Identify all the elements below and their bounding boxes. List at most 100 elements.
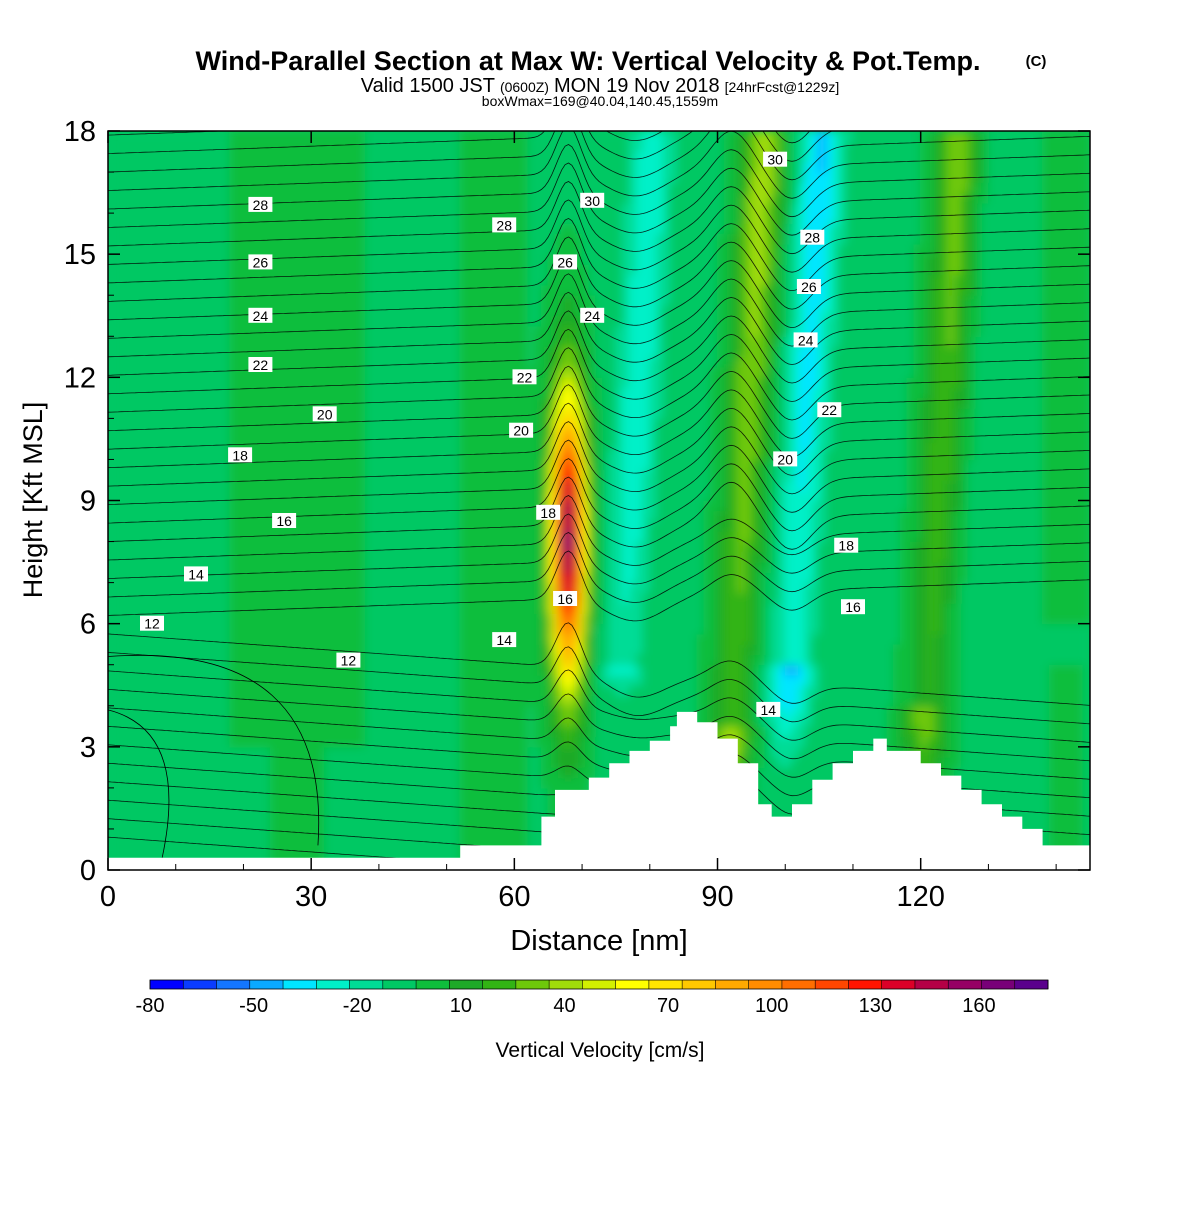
velocity-cell <box>479 192 488 204</box>
velocity-cell <box>432 715 441 727</box>
velocity-cell <box>134 335 143 348</box>
velocity-cell <box>121 746 129 758</box>
velocity-cell <box>534 151 542 163</box>
velocity-cell <box>229 664 238 676</box>
velocity-cell <box>283 151 292 163</box>
velocity-cell <box>215 253 224 265</box>
velocity-cell <box>412 551 421 563</box>
velocity-cell <box>215 653 224 666</box>
velocity-cell <box>168 222 177 235</box>
velocity-cell <box>134 828 143 840</box>
velocity-cell <box>425 705 434 717</box>
velocity-cell <box>108 479 116 491</box>
velocity-cell <box>534 438 542 450</box>
velocity-cell <box>181 592 190 604</box>
velocity-cell <box>215 530 224 543</box>
velocity-cell <box>276 428 285 440</box>
velocity-cell <box>222 294 231 306</box>
velocity-cell <box>222 192 231 204</box>
velocity-cell <box>378 202 387 214</box>
velocity-cell <box>297 684 305 697</box>
velocity-cell <box>561 428 570 440</box>
velocity-cell <box>134 643 143 655</box>
velocity-cell <box>405 325 414 337</box>
velocity-cell <box>148 848 156 861</box>
velocity-cell <box>283 397 292 409</box>
velocity-cell <box>310 500 319 512</box>
velocity-cell <box>439 787 448 799</box>
velocity-cell <box>154 304 163 317</box>
velocity-cell <box>283 346 292 358</box>
velocity-cell <box>215 725 224 738</box>
velocity-cell <box>412 151 421 163</box>
velocity-cell <box>121 530 129 543</box>
velocity-cell <box>127 725 136 738</box>
velocity-cell <box>188 212 197 224</box>
velocity-cell <box>493 551 502 563</box>
velocity-cell <box>344 551 353 563</box>
velocity-cell <box>263 684 272 697</box>
velocity-cell <box>108 807 116 820</box>
velocity-cell <box>439 551 448 563</box>
velocity-cell <box>249 664 258 676</box>
velocity-cell <box>215 807 224 820</box>
velocity-cell <box>391 715 400 727</box>
velocity-cell <box>134 766 143 779</box>
velocity-cell <box>371 797 380 809</box>
velocity-cell <box>358 192 366 204</box>
velocity-cell <box>520 766 529 779</box>
velocity-cell <box>412 366 421 378</box>
velocity-cell <box>446 356 454 368</box>
velocity-cell <box>540 777 549 789</box>
velocity-cell <box>229 684 238 697</box>
velocity-cell <box>446 366 454 378</box>
velocity-cell <box>446 315 454 327</box>
velocity-cell <box>351 438 360 450</box>
velocity-cell <box>263 448 272 460</box>
velocity-cell <box>391 592 400 604</box>
velocity-cell <box>412 725 421 738</box>
velocity-cell <box>229 243 238 255</box>
velocity-cell <box>486 458 495 471</box>
velocity-cell <box>419 756 427 768</box>
velocity-cell <box>168 469 177 481</box>
velocity-cell <box>127 366 136 378</box>
velocity-cell <box>425 151 434 163</box>
velocity-cell <box>256 777 265 789</box>
velocity-cell <box>276 695 285 707</box>
velocity-cell <box>486 274 495 286</box>
velocity-cell <box>540 469 549 481</box>
velocity-cell <box>500 458 509 471</box>
velocity-cell <box>202 243 211 255</box>
velocity-cell <box>290 695 299 707</box>
velocity-cell <box>568 500 576 512</box>
velocity-cell <box>276 161 285 173</box>
velocity-cell <box>181 356 190 368</box>
velocity-cell <box>330 315 339 327</box>
velocity-cell <box>547 787 556 799</box>
velocity-cell <box>398 612 407 625</box>
velocity-cell <box>513 458 522 471</box>
velocity-cell <box>276 140 285 153</box>
velocity-cell <box>168 541 177 553</box>
velocity-cell <box>188 695 197 707</box>
velocity-cell <box>493 304 502 317</box>
velocity-cell <box>181 212 190 224</box>
velocity-cell <box>283 325 292 337</box>
velocity-cell <box>344 623 353 635</box>
velocity-cell <box>378 602 387 614</box>
velocity-cell <box>412 602 421 614</box>
velocity-cell <box>324 192 332 204</box>
velocity-cell <box>317 397 326 409</box>
velocity-cell <box>452 346 461 358</box>
velocity-cell <box>330 325 339 337</box>
velocity-cell <box>500 684 509 697</box>
velocity-cell <box>114 469 123 481</box>
velocity-cell <box>493 766 502 779</box>
velocity-cell <box>303 520 312 532</box>
velocity-cell <box>473 500 481 512</box>
velocity-cell <box>297 530 305 543</box>
velocity-cell <box>154 664 163 676</box>
velocity-cell <box>500 315 509 327</box>
velocity-cell <box>568 151 576 163</box>
